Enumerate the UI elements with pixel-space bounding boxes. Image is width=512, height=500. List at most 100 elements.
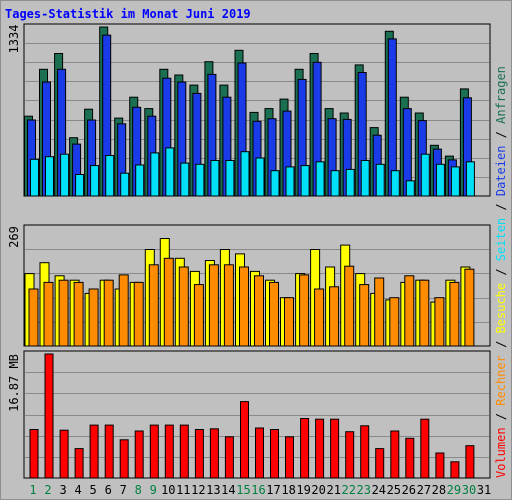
bar-rechner-day-30 [464, 268, 475, 347]
x-tick-label: 6 [105, 483, 112, 497]
legend-item-rechner: Rechner [494, 355, 508, 406]
x-tick-label: 19 [296, 483, 310, 497]
bar-volumen-day-5 [89, 424, 99, 479]
bar-rechner-day-2 [43, 281, 54, 347]
bar-rechner-day-18 [284, 297, 294, 347]
legend-item-besuche: Besuche [494, 283, 508, 334]
bar-volumen-day-25 [390, 430, 400, 479]
bar-seiten-day-15 [240, 151, 250, 197]
bar-volumen-day-16 [255, 427, 264, 479]
bar-seiten-day-11 [180, 162, 190, 197]
bar-volumen-day-2 [44, 353, 54, 479]
bar-rechner-day-21 [329, 286, 340, 347]
x-tick-label: 15 [236, 483, 250, 497]
bar-seiten-day-1 [30, 158, 39, 197]
legend-right: Volumen / Rechner / Besuche / Seiten / D… [494, 66, 508, 478]
y-max-label-middle: 269 [7, 226, 21, 248]
bar-rechner-day-6 [103, 279, 114, 347]
x-tick-label: 30 [462, 483, 476, 497]
x-tick-label: 18 [281, 483, 295, 497]
x-tick-label: 7 [120, 483, 127, 497]
x-tick-label: 20 [311, 483, 325, 497]
bar-rechner-day-13 [208, 264, 219, 347]
y-max-label-top: 1334 [7, 25, 21, 54]
x-tick-label: 8 [135, 483, 142, 497]
x-tick-label: 11 [176, 483, 190, 497]
bar-rechner-day-23 [359, 284, 370, 347]
bar-volumen-day-22 [345, 431, 355, 479]
bar-volumen-day-6 [104, 424, 114, 479]
x-tick-label: 25 [387, 483, 401, 497]
bar-volumen-day-14 [224, 436, 234, 479]
legend-item-volumen: Volumen [494, 427, 508, 478]
legend-separator: / [494, 406, 508, 428]
x-tick-label: 12 [191, 483, 205, 497]
bar-rechner-day-3 [58, 279, 69, 347]
legend-separator: / [494, 124, 508, 146]
x-tick-label: 2 [44, 483, 51, 497]
x-tick-label: 4 [74, 483, 81, 497]
bar-volumen-day-19 [300, 418, 310, 479]
bar-seiten-day-27 [420, 153, 430, 197]
bar-volumen-day-21 [330, 418, 340, 479]
bar-seiten-day-5 [90, 165, 100, 197]
bar-rechner-day-8 [133, 281, 144, 347]
bar-seiten-day-12 [195, 163, 205, 197]
bar-volumen-day-7 [119, 439, 129, 479]
bar-seiten-day-30 [465, 161, 475, 197]
bar-rechner-day-26 [404, 275, 415, 347]
bar-rechner-day-9 [148, 264, 159, 347]
bar-seiten-day-24 [375, 163, 385, 197]
bar-seiten-day-7 [120, 172, 130, 197]
bar-rechner-day-10 [163, 257, 174, 347]
legend-item-anfragen: Anfragen [494, 66, 508, 124]
x-tick-label: 10 [161, 483, 175, 497]
bar-rechner-day-7 [118, 274, 129, 347]
bar-volumen-day-28 [435, 452, 445, 479]
bar-seiten-day-10 [165, 147, 175, 197]
legend-separator: / [494, 196, 508, 218]
bar-rechner-day-19 [299, 274, 310, 347]
bar-volumen-day-17 [270, 429, 279, 479]
bar-seiten-day-25 [390, 170, 400, 197]
x-tick-label: 22 [341, 483, 355, 497]
y-max-label-bottom: 16.87 MB [7, 354, 21, 412]
bar-volumen-day-24 [375, 448, 385, 479]
bar-seiten-day-18 [285, 166, 295, 197]
bar-seiten-day-3 [60, 153, 70, 197]
bar-rechner-day-25 [389, 297, 400, 347]
bar-volumen-day-30 [465, 445, 475, 479]
x-tick-label: 28 [432, 483, 446, 497]
bar-volumen-day-15 [240, 401, 249, 479]
bar-rechner-day-20 [314, 288, 325, 347]
bar-rechner-day-14 [223, 264, 234, 347]
x-tick-label: 14 [221, 483, 235, 497]
bar-seiten-day-22 [345, 168, 355, 197]
bar-rechner-day-5 [88, 288, 99, 347]
bar-volumen-day-29 [450, 461, 460, 479]
bar-volumen-day-1 [29, 429, 39, 479]
bar-seiten-day-13 [210, 160, 220, 197]
bar-seiten-day-20 [315, 161, 325, 197]
bar-seiten-day-29 [450, 166, 460, 197]
x-tick-label: 1 [29, 483, 36, 497]
bar-seiten-day-14 [225, 160, 235, 197]
x-tick-label: 13 [206, 483, 220, 497]
x-tick-label: 26 [402, 483, 416, 497]
bar-rechner-day-11 [178, 266, 189, 347]
bar-rechner-day-12 [193, 284, 204, 347]
bar-seiten-day-16 [255, 157, 265, 197]
bar-volumen-day-12 [194, 429, 204, 479]
bar-seiten-day-23 [360, 160, 370, 197]
x-tick-label: 23 [356, 483, 370, 497]
bar-volumen-day-27 [420, 418, 430, 479]
bar-seiten-day-28 [435, 163, 445, 197]
x-tick-label: 5 [89, 483, 96, 497]
bar-rechner-day-27 [419, 279, 430, 347]
bar-seiten-day-8 [135, 164, 145, 197]
legend-item-seiten: Seiten [494, 218, 508, 261]
bar-seiten-day-21 [330, 170, 340, 197]
x-tick-label: 24 [372, 483, 386, 497]
bar-volumen-day-4 [74, 448, 84, 479]
